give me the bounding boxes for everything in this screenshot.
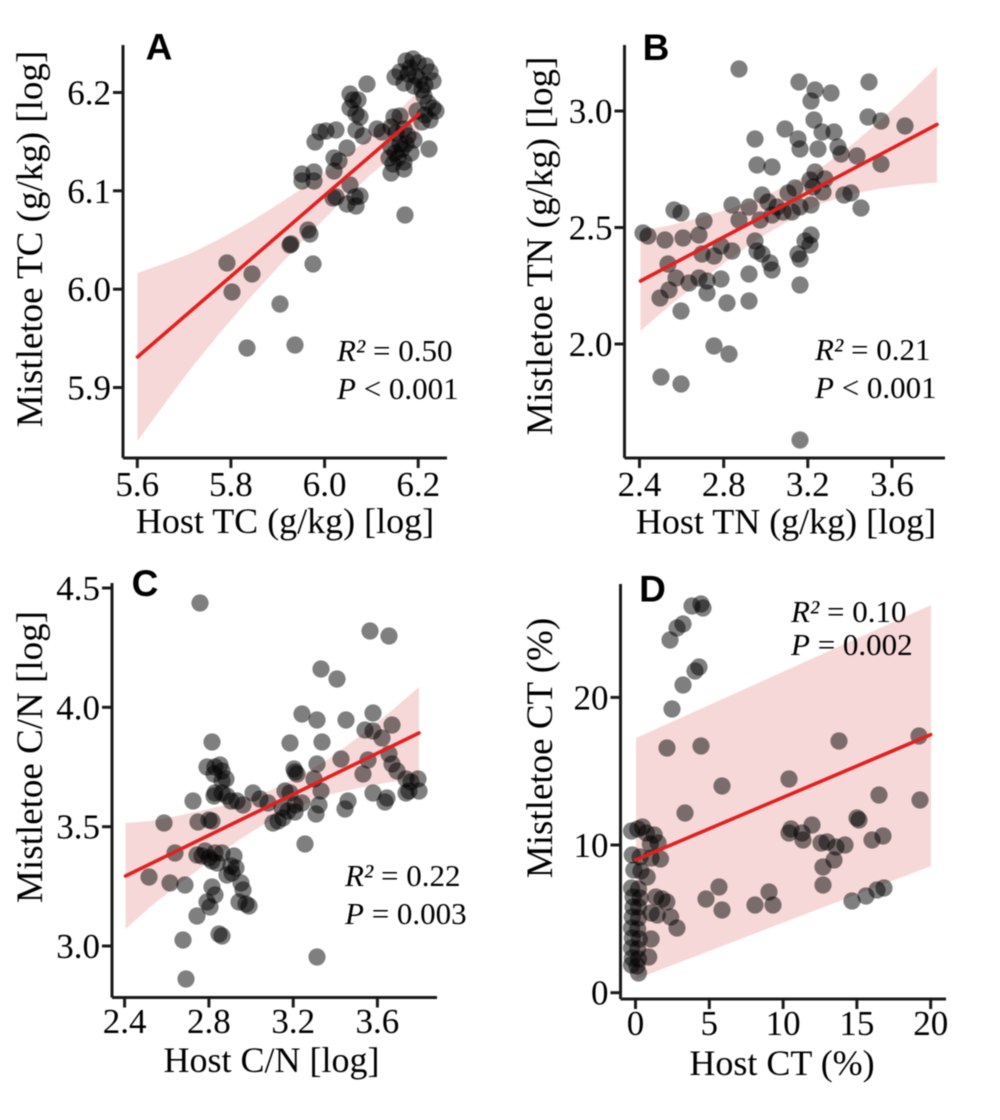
svg-text:15: 15 — [839, 1004, 874, 1043]
svg-text:3.0: 3.0 — [56, 927, 100, 966]
svg-text:A: A — [146, 27, 173, 68]
svg-text:10: 10 — [766, 1004, 801, 1043]
svg-text:4.5: 4.5 — [56, 569, 100, 608]
svg-text:3.5: 3.5 — [56, 808, 100, 847]
svg-text:Host TC (g/kg) [log]: Host TC (g/kg) [log] — [136, 501, 434, 541]
svg-text:2.8: 2.8 — [702, 465, 746, 504]
svg-text:P < 0.001: P < 0.001 — [336, 371, 459, 406]
svg-text:Mistletoe C/N [log]: Mistletoe C/N [log] — [10, 611, 51, 903]
svg-text:3.6: 3.6 — [356, 1002, 400, 1041]
svg-text:R² = 0.21: R² = 0.21 — [814, 332, 930, 367]
svg-text:2.8: 2.8 — [187, 1002, 231, 1041]
svg-text:6.2: 6.2 — [396, 465, 440, 504]
svg-text:3.6: 3.6 — [870, 465, 914, 504]
svg-text:3.0: 3.0 — [569, 92, 613, 131]
svg-text:3.2: 3.2 — [271, 1002, 315, 1041]
svg-text:R² = 0.10: R² = 0.10 — [790, 594, 906, 629]
svg-text:5.8: 5.8 — [209, 465, 253, 504]
svg-text:2.5: 2.5 — [569, 209, 613, 248]
svg-text:10: 10 — [574, 826, 609, 865]
svg-text:Host TN (g/kg) [log]: Host TN (g/kg) [log] — [636, 502, 936, 542]
svg-text:4.0: 4.0 — [56, 688, 100, 727]
svg-text:P < 0.001: P < 0.001 — [814, 370, 937, 405]
svg-text:6.0: 6.0 — [67, 270, 111, 309]
svg-text:20: 20 — [913, 1004, 948, 1043]
svg-text:5.6: 5.6 — [115, 465, 159, 504]
svg-text:D: D — [639, 569, 666, 610]
svg-text:Host CT (%): Host CT (%) — [689, 1043, 874, 1083]
svg-text:P = 0.003: P = 0.003 — [344, 896, 467, 931]
svg-text:Mistletoe TC (g/kg) [log]: Mistletoe TC (g/kg) [log] — [10, 51, 51, 427]
svg-text:Host C/N [log]: Host C/N [log] — [164, 1040, 380, 1080]
svg-text:5: 5 — [701, 1004, 719, 1043]
svg-text:R² = 0.50: R² = 0.50 — [336, 333, 452, 368]
svg-text:P = 0.002: P = 0.002 — [790, 627, 913, 662]
svg-text:5.9: 5.9 — [67, 369, 111, 408]
svg-text:Mistletoe CT (%): Mistletoe CT (%) — [520, 618, 561, 878]
svg-text:20: 20 — [574, 678, 609, 717]
svg-text:2.0: 2.0 — [569, 325, 613, 364]
svg-text:R² = 0.22: R² = 0.22 — [344, 858, 460, 893]
svg-text:3.2: 3.2 — [786, 465, 830, 504]
svg-text:6.0: 6.0 — [303, 465, 347, 504]
svg-text:C: C — [132, 563, 159, 604]
svg-text:Mistletoe TN (g/kg) [log]: Mistletoe TN (g/kg) [log] — [520, 57, 561, 436]
svg-text:2.4: 2.4 — [618, 465, 662, 504]
svg-text:0: 0 — [627, 1004, 645, 1043]
svg-text:2.4: 2.4 — [103, 1002, 147, 1041]
svg-text:0: 0 — [591, 974, 609, 1013]
svg-text:6.1: 6.1 — [67, 172, 111, 211]
svg-text:B: B — [643, 27, 670, 68]
svg-text:6.2: 6.2 — [67, 74, 111, 113]
